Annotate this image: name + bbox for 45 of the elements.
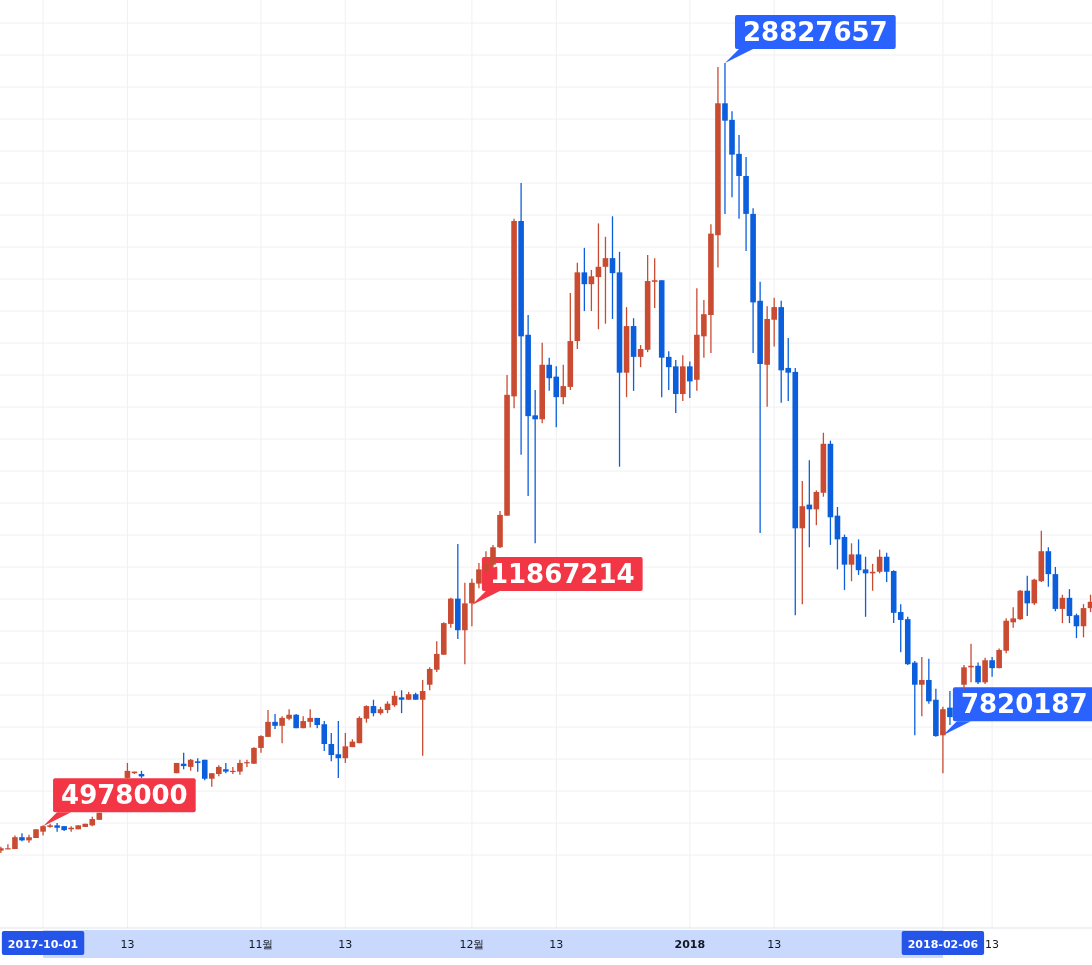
annotation: 28827657: [742, 17, 888, 47]
candlestick: [342, 732, 349, 764]
date-badge: 2017-10-01: [1, 931, 85, 955]
callout: 11867214: [471, 556, 643, 605]
annotation: 11867214: [489, 558, 635, 589]
x-tick-label: 2017-10-01: [7, 938, 79, 951]
candlestick: [602, 236, 609, 325]
candlestick: [855, 538, 862, 576]
candlestick: [328, 732, 335, 763]
x-tick-label: 13: [120, 938, 135, 951]
candlestick: [862, 556, 869, 618]
candlestick: [1031, 578, 1038, 606]
candlestick: [975, 661, 981, 685]
candlestick: [919, 656, 925, 717]
candlestick: [581, 247, 588, 312]
candlestick: [982, 657, 988, 685]
candlestick: [419, 679, 426, 757]
date-badge: 2018-02-06: [901, 931, 985, 955]
callout: 4978000: [43, 778, 196, 827]
candlestick: [961, 664, 967, 691]
candlestick: [687, 360, 693, 399]
x-tick-label: 13: [767, 938, 782, 951]
candlestick: [848, 542, 855, 582]
candlestick: [1024, 575, 1031, 617]
x-tick-label: 12월: [459, 938, 485, 951]
x-tick-label: 13: [549, 938, 564, 951]
candlestick: [272, 713, 278, 730]
candlestick: [1045, 546, 1052, 588]
x-tick-label: 11월: [248, 938, 274, 951]
candlestick: [19, 832, 25, 842]
candlestick: [947, 690, 953, 726]
candlestick: [398, 689, 405, 714]
x-tick-label: 13: [985, 938, 1000, 951]
candlestick: [989, 656, 995, 678]
candlestick: [651, 257, 658, 309]
candlestick: [560, 364, 567, 405]
candlestick: [335, 720, 342, 779]
candlestick: [588, 269, 595, 312]
annotation: 7820187: [960, 689, 1088, 720]
annotation: 4978000: [61, 780, 188, 811]
callout: 28827657: [724, 15, 896, 63]
x-tick-label: 2018: [674, 938, 706, 951]
candlestick: [637, 344, 644, 368]
x-tick-label: 13: [338, 938, 353, 951]
x-tick-label: 2018-02-06: [907, 938, 979, 951]
